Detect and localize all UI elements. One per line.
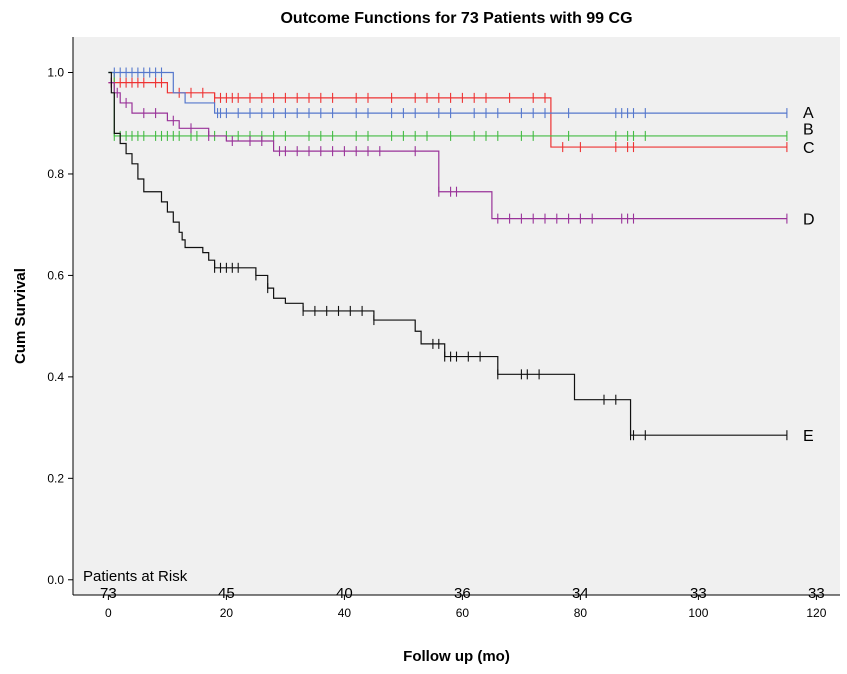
- x-axis-label: Follow up (mo): [403, 648, 510, 665]
- y-axis-label: Cum Survival: [12, 268, 29, 364]
- x-tick-label: 40: [338, 606, 352, 620]
- y-tick-label: 0.6: [47, 268, 64, 282]
- patients-at-risk-value: 40: [336, 585, 353, 602]
- series-b-label: B: [803, 121, 814, 138]
- series-e-line: [108, 71, 787, 436]
- y-tick-label: 1.0: [47, 66, 64, 80]
- y-tick-label: 0.4: [47, 370, 64, 384]
- x-tick-label: 60: [456, 606, 470, 620]
- x-tick-label: 20: [220, 606, 234, 620]
- series-a: A: [108, 67, 814, 122]
- patients-at-risk-row: 73 45 40 36 34 33 33: [100, 585, 825, 602]
- x-tick-label: 80: [574, 606, 588, 620]
- series-e: E: [108, 71, 814, 445]
- series-c-label: C: [803, 140, 815, 157]
- y-tick-label: 0.0: [47, 573, 64, 587]
- patients-at-risk-value: 45: [218, 585, 235, 602]
- axes: 0.0 0.2 0.4 0.6 0.8 1.0 0 20 40 60 80 100 120: [47, 37, 840, 620]
- plot-background: [73, 37, 840, 595]
- series-layer: CBA D E: [108, 67, 815, 445]
- series-a-label: A: [803, 105, 814, 122]
- series-e-label: E: [803, 428, 814, 445]
- x-tick-label: 0: [105, 606, 112, 620]
- series-a-line: [108, 71, 787, 114]
- patients-at-risk-value: 34: [572, 585, 589, 602]
- chart-title: Outcome Functions for 73 Patients with 9…: [280, 10, 632, 27]
- patients-at-risk-value: 36: [454, 585, 471, 602]
- x-tick-label: 120: [806, 606, 826, 620]
- y-tick-label: 0.2: [47, 471, 64, 485]
- patients-at-risk-value: 33: [690, 585, 707, 602]
- patients-at-risk-label: Patients at Risk: [83, 568, 188, 585]
- patients-at-risk-value: 73: [100, 585, 117, 602]
- y-tick-label: 0.8: [47, 167, 64, 181]
- series-d-label: D: [803, 212, 815, 229]
- patients-at-risk-value: 33: [808, 585, 825, 602]
- series-d: D: [108, 77, 815, 229]
- x-tick-label: 100: [688, 606, 708, 620]
